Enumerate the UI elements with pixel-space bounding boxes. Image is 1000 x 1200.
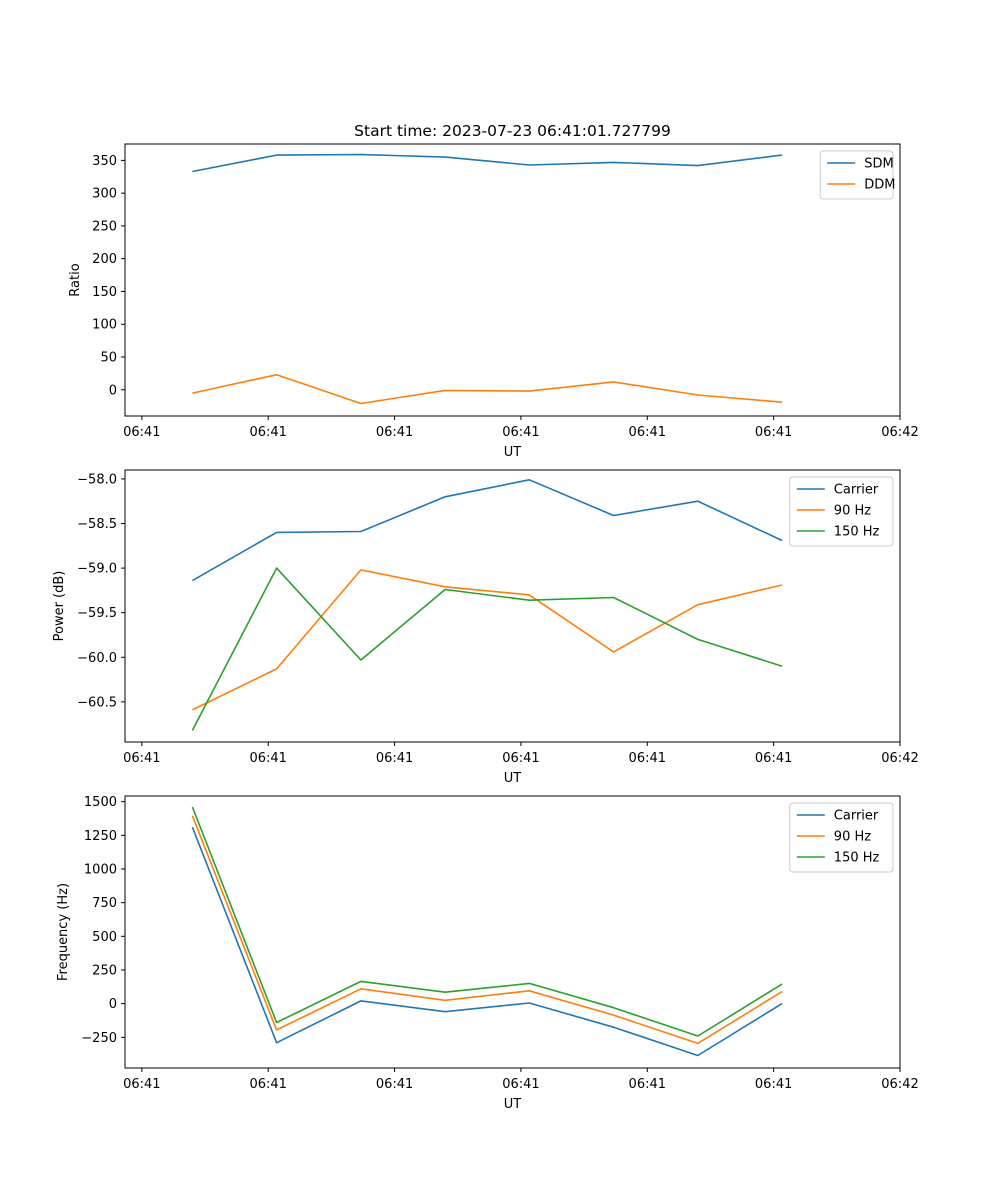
power-x-label: UT <box>504 771 522 786</box>
power-x-tick-label: 06:41 <box>123 751 160 766</box>
power-x-tick-label: 06:42 <box>881 751 918 766</box>
frequency-y-tick-label: 1250 <box>84 829 117 844</box>
power-legend: Carrier 90 Hz 150 Hz <box>789 476 894 547</box>
frequency-ticks: 06:41 06:41 06:41 06:41 06:41 06:41 06:42 −250 0… <box>81 795 918 1092</box>
power-x-tick-label: 06:41 <box>502 751 539 766</box>
ratio-x-tick-label: 06:41 <box>376 425 413 440</box>
frequency-plot-frame <box>124 795 901 1069</box>
frequency-y-tick-label: 0 <box>109 997 117 1012</box>
ratio-legend: SDM DDM <box>819 150 895 200</box>
ratio-y-tick-label: 150 <box>92 285 117 300</box>
ratio-x-tick-label: 06:41 <box>755 425 792 440</box>
frequency-x-tick-label: 06:41 <box>123 1077 160 1092</box>
ratio-y-tick-label: 300 <box>92 187 117 202</box>
frequency-lines <box>191 806 783 1057</box>
power-y-tick-label: −58.0 <box>77 472 117 487</box>
power-ticks: 06:41 06:41 06:41 06:41 06:41 06:41 06:42 −58.0… <box>77 472 919 766</box>
power-series-150-hz-line <box>191 567 783 731</box>
power-legend-label-150-hz: 150 Hz <box>834 525 880 540</box>
frequency-legend: Carrier 90 Hz 150 Hz <box>789 802 894 873</box>
ratio-panel: Start time: 2023-07-23 06:41:01.727799 0… <box>68 122 919 460</box>
ratio-y-tick-label: 50 <box>100 351 117 366</box>
frequency-y-tick-label: 250 <box>92 963 117 978</box>
power-y-tick-label: −60.5 <box>77 695 117 710</box>
power-series-90-hz-line <box>192 569 783 711</box>
frequency-legend-label-90-hz: 90 Hz <box>834 830 871 845</box>
power-y-tick-label: −60.0 <box>77 651 117 666</box>
power-panel: 06:41 06:41 06:41 06:41 06:41 06:41 06:42 −58.0… <box>52 469 919 786</box>
frequency-y-tick-label: 1500 <box>84 795 117 810</box>
ratio-x-tick-label: 06:41 <box>629 425 666 440</box>
ratio-legend-label-sdm: SDM <box>864 157 893 172</box>
ratio-y-tick-label: 250 <box>92 219 117 234</box>
frequency-x-tick-label: 06:41 <box>755 1077 792 1092</box>
ratio-y-tick-label: 100 <box>92 318 117 333</box>
power-legend-label-carrier: Carrier <box>834 483 879 498</box>
frequency-legend-label-150-hz: 150 Hz <box>834 851 880 866</box>
ratio-ticks: 06:41 06:41 06:41 06:41 06:41 06:41 06:42 0 50 10… <box>92 154 919 440</box>
ratio-x-tick-label: 06:41 <box>502 425 539 440</box>
frequency-y-tick-label: −250 <box>81 1031 117 1046</box>
ratio-series-sdm-line <box>192 153 783 173</box>
ratio-lines <box>192 153 783 405</box>
power-y-tick-label: −59.0 <box>77 562 117 577</box>
ratio-y-label: Ratio <box>68 263 83 296</box>
power-legend-label-90-hz: 90 Hz <box>834 504 871 519</box>
frequency-legend-box <box>789 802 894 873</box>
frequency-legend-label-carrier: Carrier <box>834 809 879 824</box>
frequency-x-label: UT <box>504 1097 522 1112</box>
power-series-carrier-line <box>192 478 783 582</box>
ratio-y-tick-label: 350 <box>92 154 117 169</box>
power-x-tick-label: 06:41 <box>376 751 413 766</box>
power-y-tick-label: −58.5 <box>77 517 117 532</box>
frequency-series-90-hz-line <box>191 815 783 1045</box>
ratio-x-tick-label: 06:42 <box>881 425 918 440</box>
ratio-series-ddm-line <box>192 373 783 405</box>
power-x-tick-label: 06:41 <box>249 751 286 766</box>
frequency-x-tick-label: 06:41 <box>376 1077 413 1092</box>
power-y-tick-label: −59.5 <box>77 606 117 621</box>
frequency-x-tick-label: 06:41 <box>502 1077 539 1092</box>
ratio-legend-label-ddm: DDM <box>864 178 895 193</box>
frequency-series-carrier-line <box>191 826 783 1057</box>
ratio-y-tick-label: 200 <box>92 252 117 267</box>
frequency-y-tick-label: 750 <box>92 896 117 911</box>
ratio-y-tick-label: 0 <box>109 383 117 398</box>
frequency-panel: 06:41 06:41 06:41 06:41 06:41 06:41 06:42 −250 0… <box>56 795 919 1112</box>
frequency-series-150-hz-line <box>191 806 783 1037</box>
ratio-x-tick-label: 06:41 <box>249 425 286 440</box>
ratio-x-tick-label: 06:41 <box>123 425 160 440</box>
frequency-x-tick-label: 06:42 <box>881 1077 918 1092</box>
ratio-plot-frame <box>124 143 901 417</box>
frequency-y-label: Frequency (Hz) <box>56 883 71 981</box>
power-plot-frame <box>124 469 901 743</box>
power-lines <box>191 478 783 731</box>
figure-title: Start time: 2023-07-23 06:41:01.727799 <box>354 122 671 140</box>
power-legend-box <box>789 476 894 547</box>
frequency-x-tick-label: 06:41 <box>249 1077 286 1092</box>
ratio-x-label: UT <box>504 445 522 460</box>
power-y-label: Power (dB) <box>52 571 67 642</box>
frequency-y-tick-label: 1000 <box>84 862 117 877</box>
power-x-tick-label: 06:41 <box>755 751 792 766</box>
power-x-tick-label: 06:41 <box>629 751 666 766</box>
frequency-x-tick-label: 06:41 <box>629 1077 666 1092</box>
frequency-y-tick-label: 500 <box>92 930 117 945</box>
